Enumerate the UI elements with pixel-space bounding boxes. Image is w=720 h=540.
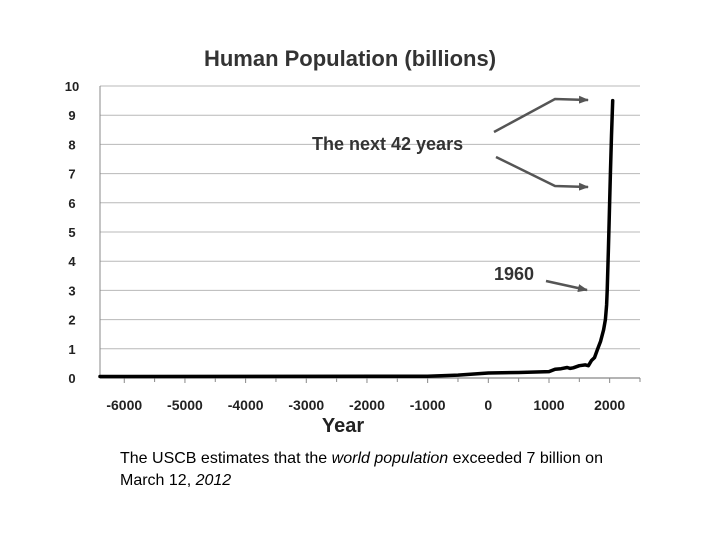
x-axis-label: Year — [322, 415, 364, 437]
x-tick-label: 0 — [484, 397, 492, 413]
caption-text-2: exceeded 7 billion on March 12, — [120, 450, 603, 489]
y-tick-labels: 0 1 2 3 4 5 6 7 8 9 10 — [65, 79, 79, 386]
y-tick-label: 8 — [68, 137, 75, 152]
x-tick-label: -2000 — [349, 397, 385, 413]
x-tick-label: -1000 — [410, 397, 446, 413]
caption: The USCB estimates that the world popula… — [120, 448, 620, 492]
chart-title: Human Population (billions) — [204, 46, 496, 71]
y-tick-label: 5 — [68, 225, 75, 240]
axes — [99, 86, 641, 383]
arrow-to-1960 — [545, 279, 588, 292]
y-tick-label: 1 — [68, 342, 75, 357]
population-line — [98, 98, 615, 379]
x-tick-label: 1000 — [533, 397, 564, 413]
x-tick-label: 2000 — [594, 397, 625, 413]
caption-italic-world-population: world population — [331, 450, 449, 467]
x-tick-label: -3000 — [288, 397, 324, 413]
y-tick-label: 4 — [68, 254, 76, 269]
y-tick-label: 10 — [65, 79, 79, 94]
caption-text-1: The USCB estimates that the — [120, 450, 332, 467]
annotation-1960: 1960 — [494, 264, 534, 284]
x-tick-labels: -6000 -5000 -4000 -3000 -2000 -1000 0 1000 2000 — [106, 397, 625, 413]
series-group — [98, 98, 615, 379]
caption-italic-year: 2012 — [195, 472, 232, 489]
arrow-to-present — [495, 155, 589, 191]
y-tick-label: 7 — [68, 167, 75, 182]
x-tick-label: -5000 — [167, 397, 203, 413]
x-tick-label: -4000 — [228, 397, 264, 413]
y-tick-label: 3 — [68, 283, 75, 298]
arrow-to-future-top — [493, 95, 589, 134]
annotation-arrows — [493, 95, 589, 292]
y-tick-label: 9 — [68, 108, 75, 123]
x-tick-label: -6000 — [106, 397, 142, 413]
gridlines — [100, 85, 640, 350]
y-tick-label: 0 — [68, 371, 75, 386]
annotation-next-42-years: The next 42 years — [312, 134, 463, 154]
y-tick-label: 6 — [68, 196, 75, 211]
y-tick-label: 2 — [68, 313, 75, 328]
